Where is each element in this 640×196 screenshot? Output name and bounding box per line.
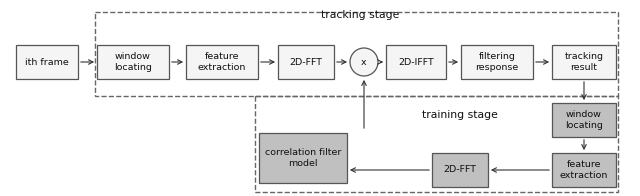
Text: tracking
result: tracking result <box>564 52 604 72</box>
Text: x: x <box>361 57 367 66</box>
FancyBboxPatch shape <box>461 45 533 79</box>
FancyBboxPatch shape <box>552 153 616 187</box>
FancyBboxPatch shape <box>552 103 616 137</box>
FancyBboxPatch shape <box>432 153 488 187</box>
FancyBboxPatch shape <box>552 45 616 79</box>
FancyBboxPatch shape <box>386 45 446 79</box>
Text: feature
extraction: feature extraction <box>560 160 608 180</box>
FancyBboxPatch shape <box>97 45 169 79</box>
FancyBboxPatch shape <box>259 133 347 183</box>
FancyBboxPatch shape <box>16 45 78 79</box>
Circle shape <box>350 48 378 76</box>
FancyBboxPatch shape <box>278 45 334 79</box>
Text: correlation filter
model: correlation filter model <box>265 148 341 168</box>
FancyBboxPatch shape <box>186 45 258 79</box>
Text: training stage: training stage <box>422 110 498 120</box>
Text: 2D-FFT: 2D-FFT <box>444 165 477 174</box>
Text: window
locating: window locating <box>114 52 152 72</box>
Text: ith frame: ith frame <box>25 57 69 66</box>
Text: window
locating: window locating <box>565 110 603 130</box>
Text: feature
extraction: feature extraction <box>198 52 246 72</box>
Text: tracking stage: tracking stage <box>321 10 399 20</box>
Text: 2D-IFFT: 2D-IFFT <box>398 57 434 66</box>
Text: filtering
response: filtering response <box>476 52 518 72</box>
Text: 2D-FFT: 2D-FFT <box>289 57 323 66</box>
